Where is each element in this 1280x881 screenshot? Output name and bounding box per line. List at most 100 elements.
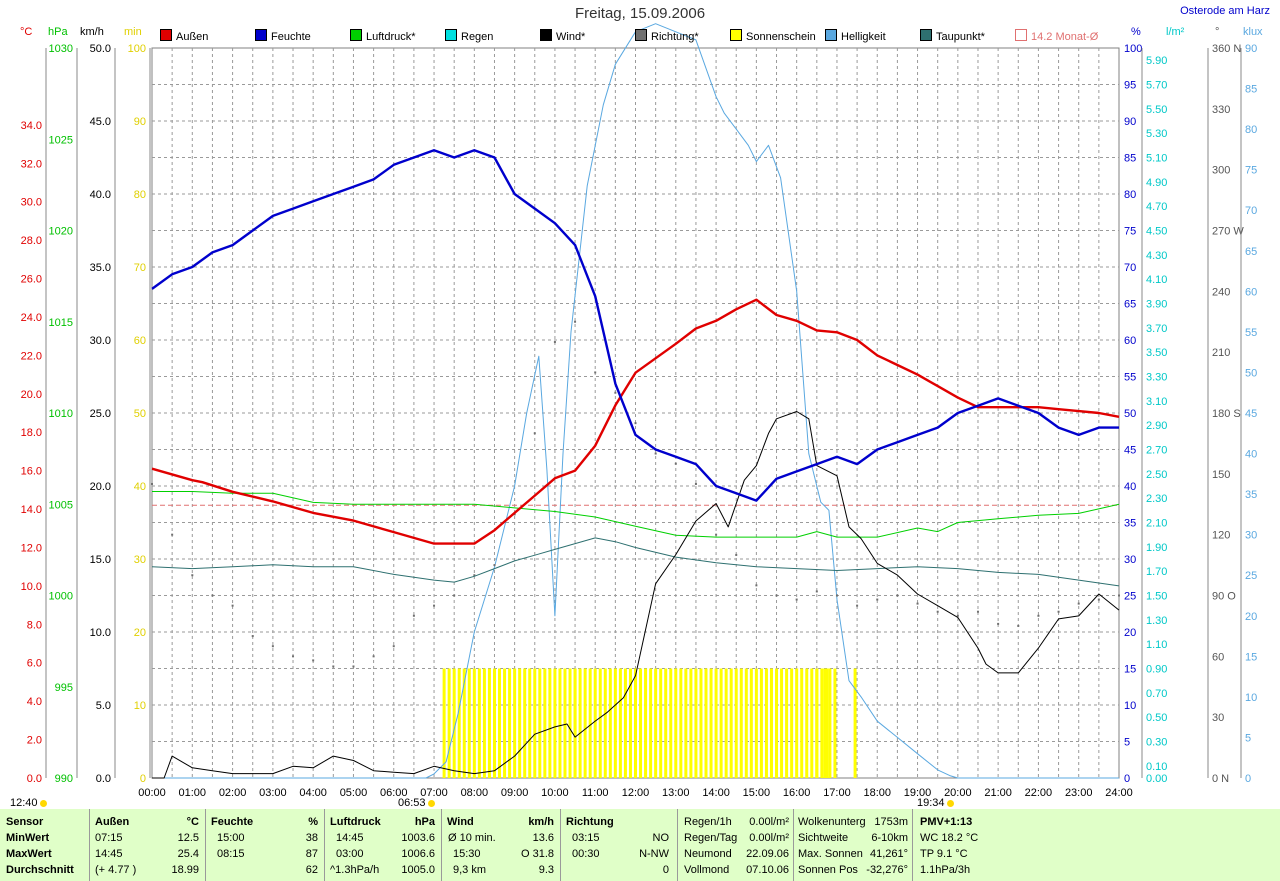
- sunshine-bar: [734, 668, 738, 778]
- wm2-tick-label: 0.90: [1146, 664, 1167, 676]
- wm2-tick-label: 2.70: [1146, 445, 1167, 457]
- stat-value: 25.4: [177, 848, 199, 860]
- series-line-feuchte: [151, 148, 1119, 502]
- stat-value: 1005.0: [401, 864, 435, 876]
- sunshine-bar: [518, 668, 522, 778]
- sunshine-bar: [528, 668, 532, 778]
- x-tick-label: 01:00: [179, 787, 207, 799]
- direction-point: [433, 604, 436, 607]
- stat-value: NO: [652, 832, 670, 844]
- sunshine-bar: [543, 668, 547, 778]
- wm2-tick-label: 5.50: [1146, 104, 1167, 116]
- wm2-tick-label: 4.10: [1146, 274, 1167, 286]
- stat-line: 1.1hPa/3h: [920, 864, 971, 876]
- x-tick-label: 18:00: [863, 787, 891, 799]
- legend-item: Feuchte: [255, 29, 311, 43]
- sunshine-bar: [568, 668, 572, 778]
- min-tick-label: 0: [140, 773, 146, 785]
- deg-tick-label: 360 N: [1212, 43, 1241, 55]
- wm2-tick-label: 4.90: [1146, 177, 1167, 189]
- series-line-auen: [151, 298, 1120, 545]
- klux-tick-label: 15: [1245, 651, 1257, 663]
- direction-point: [815, 590, 818, 593]
- sunshine-bar: [558, 668, 562, 778]
- deg-tick-label: 240: [1212, 286, 1230, 298]
- legend-swatch: [1015, 29, 1027, 41]
- legend-swatch: [160, 29, 172, 41]
- klux-tick-label: 30: [1245, 530, 1257, 542]
- pct-tick-label: 50: [1124, 408, 1136, 420]
- sunrise-time: 06:53: [398, 797, 426, 809]
- stat-time: Ø 10 min.: [448, 832, 496, 844]
- sunshine-bar: [654, 668, 658, 778]
- temp-tick-label: 30.0: [21, 197, 42, 209]
- sunshine-bar: [719, 668, 723, 778]
- direction-point: [755, 584, 758, 587]
- sunshine-bar: [744, 668, 748, 778]
- series-line-luftdruck: [152, 491, 1120, 538]
- klux-tick-label: 5: [1245, 732, 1251, 744]
- sunshine-bar: [603, 668, 607, 778]
- stats-header: Sensor: [6, 816, 44, 828]
- pct-tick-label: 10: [1124, 700, 1136, 712]
- deg-tick-label: 150: [1212, 469, 1230, 481]
- x-tick-label: 07:00: [420, 787, 448, 799]
- stats-header: Wind: [447, 816, 474, 828]
- kmh-tick-label: 40.0: [90, 189, 111, 201]
- kmh-axis-unit: km/h: [80, 26, 104, 38]
- sunshine-bar: [825, 668, 829, 778]
- stat-time: 03:15: [572, 832, 600, 844]
- stats-wolken-col: Wolkenunterg 1753m Sichtweite 6-10km Max…: [793, 809, 913, 881]
- stat-time: 14:45: [336, 832, 364, 844]
- klux-tick-label: 25: [1245, 570, 1257, 582]
- pct-tick-label: 5: [1124, 737, 1130, 749]
- legend: Außen Feuchte Luftdruck* Regen Wind* Richtung…: [0, 29, 1280, 47]
- direction-point: [835, 594, 838, 597]
- hpa-tick-label: 1030: [49, 43, 73, 55]
- direction-point: [211, 594, 214, 597]
- kmh-tick-label: 20.0: [90, 481, 111, 493]
- stat-value: 1006.6: [401, 848, 435, 860]
- sunshine-bar: [523, 668, 527, 778]
- deg-tick-label: 330: [1212, 104, 1230, 116]
- direction-point: [352, 665, 355, 668]
- stat-value: 0: [662, 864, 669, 876]
- stat-value: 87: [305, 848, 318, 860]
- direction-point: [292, 655, 295, 658]
- pct-tick-label: 75: [1124, 226, 1136, 238]
- hpa-tick-label: 1010: [49, 408, 73, 420]
- temp-tick-label: 14.0: [21, 504, 42, 516]
- direction-point: [493, 564, 496, 567]
- sunshine-bars: [442, 668, 857, 778]
- direction-point: [151, 482, 153, 485]
- sunshine-bar: [759, 668, 763, 778]
- hpa-tick-label: 1000: [49, 591, 73, 603]
- min-tick-label: 40: [134, 481, 146, 493]
- kmh-tick-label: 15.0: [90, 554, 111, 566]
- direction-point: [674, 462, 677, 465]
- pct-tick-label: 20: [1124, 627, 1136, 639]
- stats-unit: hPa: [414, 816, 435, 828]
- min-tick-label: 20: [134, 627, 146, 639]
- direction-point: [473, 574, 476, 577]
- direction-point: [634, 422, 637, 425]
- series-line-taupunkt: [151, 537, 1120, 587]
- sunshine-bar: [853, 668, 857, 778]
- wm2-tick-label: 3.10: [1146, 396, 1167, 408]
- sunshine-bar: [669, 668, 673, 778]
- sunshine-bar: [754, 668, 758, 778]
- direction-point: [574, 320, 577, 323]
- min-tick-label: 90: [134, 116, 146, 128]
- stat-label: Sonnen Pos: [798, 864, 858, 876]
- stat-label: Vollmond: [684, 864, 730, 876]
- x-tick-label: 10:00: [541, 787, 569, 799]
- temp-tick-label: 18.0: [21, 427, 42, 439]
- sunshine-bar: [639, 668, 643, 778]
- sunshine-bar: [563, 668, 567, 778]
- direction-point: [795, 598, 798, 601]
- kmh-tick-label: 10.0: [90, 627, 111, 639]
- deg-tick-label: 210: [1212, 347, 1230, 359]
- direction-point: [976, 610, 979, 613]
- x-tick-label: 17:00: [823, 787, 851, 799]
- stat-value: 0.00l/m²: [749, 832, 789, 844]
